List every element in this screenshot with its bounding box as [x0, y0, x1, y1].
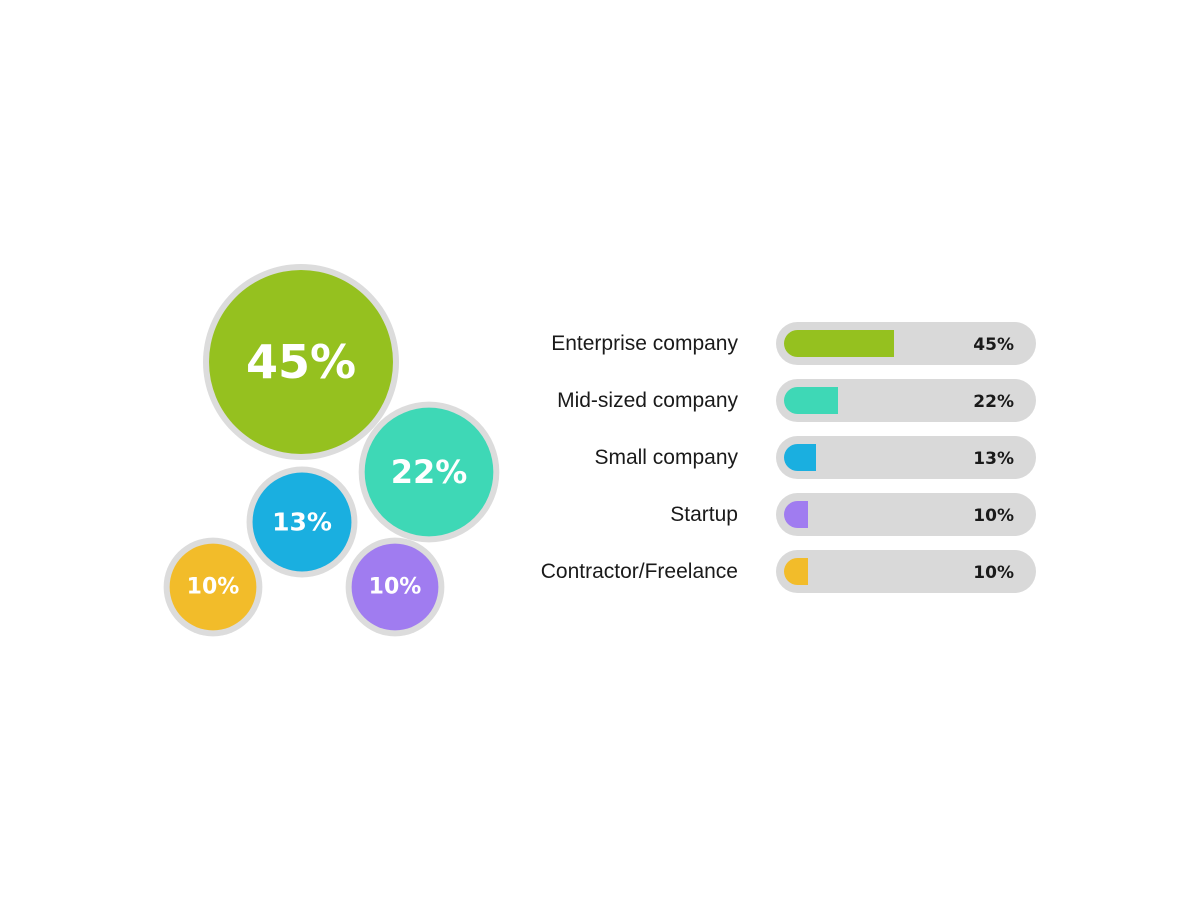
bar-value-label: 22%: [973, 392, 1014, 412]
bubble-value-label: 22%: [391, 453, 468, 491]
bar-label: Small company: [594, 446, 738, 469]
bar-fill: [784, 330, 894, 357]
bar-label: Enterprise company: [551, 332, 738, 355]
bar-row-small: Small company 13%: [480, 436, 1060, 479]
bar-track: 45%: [776, 322, 1036, 365]
bar-track: 10%: [776, 493, 1036, 536]
bubble-value-label: 10%: [187, 575, 240, 600]
bar-row-contractor: Contractor/Freelance 10%: [480, 550, 1060, 593]
bubble-contractor-freelance: [169, 543, 257, 631]
bar-value-label: 10%: [973, 506, 1014, 526]
bar-fill: [784, 444, 816, 471]
bubble-chart: 45% 22% 13% 10% 10%: [163, 264, 500, 637]
bubble-mid-sized-company: [364, 407, 494, 537]
bar-fill: [784, 387, 838, 414]
bar-track: 10%: [776, 550, 1036, 593]
bar-label: Contractor/Freelance: [540, 560, 738, 583]
bubble-value-label: 13%: [272, 508, 332, 537]
bar-label: Mid-sized company: [557, 389, 738, 412]
bubble-enterprise-company: [209, 270, 393, 454]
bar-fill: [784, 558, 808, 585]
bubble-value-label: 10%: [369, 575, 422, 600]
bar-fill: [784, 501, 808, 528]
bar-label: Startup: [670, 503, 738, 526]
bar-track: 22%: [776, 379, 1036, 422]
bubble-value-label: 45%: [246, 335, 356, 389]
bar-track: 13%: [776, 436, 1036, 479]
bubble-small-company: [252, 472, 352, 572]
bar-value-label: 13%: [973, 449, 1014, 469]
bar-row-mid-sized: Mid-sized company 22%: [480, 379, 1060, 422]
bar-chart: Enterprise company 45% Mid-sized company…: [480, 322, 1060, 607]
bar-row-enterprise: Enterprise company 45%: [480, 322, 1060, 365]
bar-value-label: 45%: [973, 335, 1014, 355]
bar-row-startup: Startup 10%: [480, 493, 1060, 536]
bar-value-label: 10%: [973, 563, 1014, 583]
bubble-startup: [351, 543, 439, 631]
